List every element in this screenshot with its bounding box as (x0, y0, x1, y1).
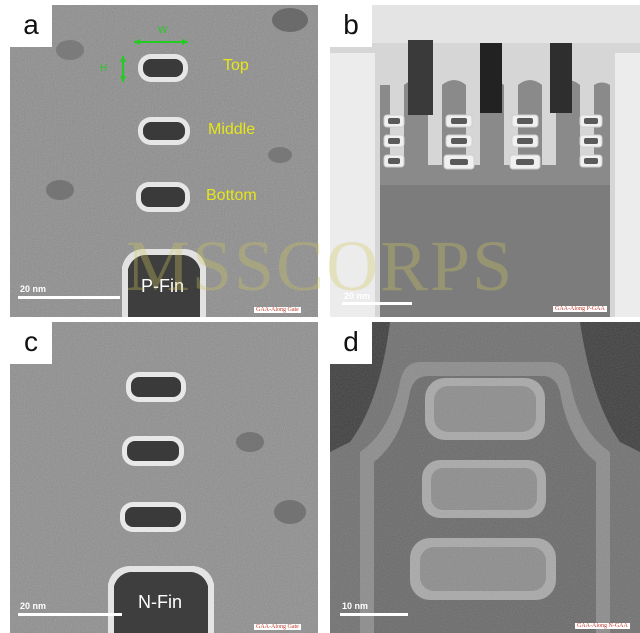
image-caption: GAA-Along N-GAA (575, 623, 630, 629)
scale-bar (18, 296, 120, 299)
scale-bar-label: 20 nm (20, 601, 47, 611)
panel-label-a: a (10, 5, 52, 47)
sheet-label-bottom: Bottom (206, 187, 257, 204)
image-caption: GAA-Along P-GAA (553, 306, 607, 312)
panel-b: 20 nm GAA-Along P-GAA b (330, 5, 640, 317)
image-caption: GAA-Along Gate (254, 307, 301, 313)
scale-bar (18, 613, 122, 616)
scale-bar-label: 20 nm (344, 291, 371, 301)
scale-bar-label: 20 nm (20, 284, 47, 294)
panel-a: W H Top Middle Bottom P-Fin 20 nm GAA-Al… (10, 5, 318, 317)
panel-c-image (10, 322, 318, 633)
scale-bar-label: 10 nm (342, 601, 369, 611)
panel-d: 10 nm GAA-Along N-GAA d (330, 322, 640, 633)
panel-a-image (10, 5, 318, 317)
p-fin-label: P-Fin (141, 276, 185, 296)
width-dimension-label: W (158, 25, 168, 36)
sheet-label-top: Top (223, 57, 249, 74)
panel-c: N-Fin 20 nm GAA-Along Gate c (10, 322, 318, 633)
scale-bar (342, 302, 412, 305)
panel-label-d: d (330, 322, 372, 364)
panel-d-image (330, 322, 640, 633)
height-dimension-label: H (100, 63, 108, 74)
panel-label-c: c (10, 322, 52, 364)
panel-label-b: b (330, 5, 372, 47)
n-fin-label: N-Fin (138, 592, 182, 612)
image-caption: GAA-Along Gate (254, 624, 301, 630)
sheet-label-middle: Middle (208, 121, 256, 138)
panel-b-image (330, 5, 640, 317)
scale-bar (340, 613, 408, 616)
